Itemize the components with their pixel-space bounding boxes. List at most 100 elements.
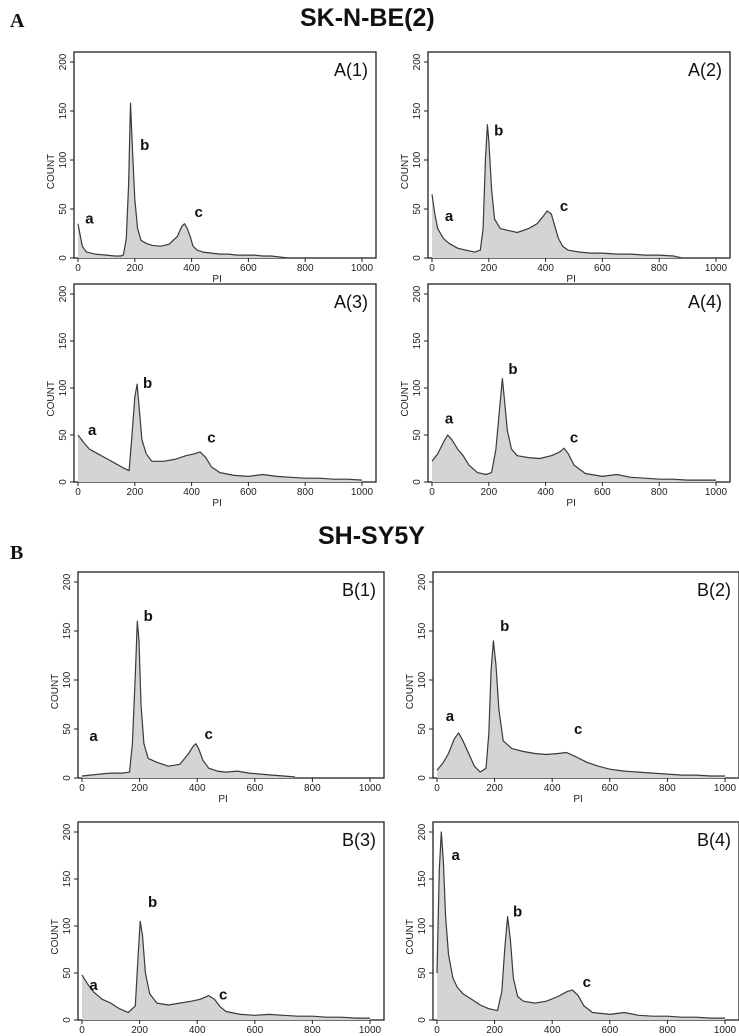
y-tick-label: 0 <box>62 775 73 781</box>
histogram-fill <box>82 621 296 778</box>
x-tick-label: 600 <box>240 487 257 498</box>
x-tick-label: 1000 <box>359 1025 382 1036</box>
y-tick-label: 150 <box>412 332 423 349</box>
panel-id-label: A(1) <box>334 60 368 80</box>
peak-label-b: b <box>148 894 157 911</box>
y-tick-label: 0 <box>417 1017 428 1023</box>
x-tick-label: 200 <box>131 1025 148 1036</box>
y-axis-label: COUNT <box>46 154 57 190</box>
x-tick-label: 0 <box>434 783 440 794</box>
x-tick-label: 800 <box>651 487 668 498</box>
peak-label-a: a <box>89 977 98 994</box>
panel-a4: 0 200 400 600 800 1000 0 50 100 150 200 PI COUNT A(4)… <box>400 283 731 509</box>
y-tick-label: 0 <box>412 255 423 261</box>
peak-label-c: c <box>207 430 215 447</box>
histogram-fill <box>437 640 725 778</box>
histogram-line <box>431 124 683 259</box>
x-tick-label: 0 <box>429 263 435 274</box>
peak-label-a: a <box>445 411 454 428</box>
x-tick-label: 400 <box>544 783 561 794</box>
plot-frame <box>73 51 377 259</box>
y-axis-label: COUNT <box>400 381 411 417</box>
x-tick-label: 1000 <box>705 487 728 498</box>
y-tick-label: 100 <box>62 917 73 934</box>
y-tick-label: 200 <box>62 573 73 590</box>
peak-label-c: c <box>219 986 227 1003</box>
x-tick-label: 200 <box>126 263 143 274</box>
panel-b1: 0 200 400 600 800 1000 0 50 100 150 200 PI COUNT B(1)… <box>50 571 385 805</box>
y-tick-label: 200 <box>62 823 73 840</box>
x-tick-label: 600 <box>594 263 611 274</box>
y-tick-label: 100 <box>417 917 428 934</box>
x-tick-label: 400 <box>189 783 206 794</box>
y-axis-label: COUNT <box>46 381 57 417</box>
panel-id-label: A(2) <box>688 60 722 80</box>
x-tick-label: 0 <box>75 263 81 274</box>
panel-id-label: B(3) <box>342 830 376 850</box>
y-tick-label: 50 <box>412 429 423 441</box>
panel-id-label: A(4) <box>688 292 722 312</box>
panel-a1: 0 200 400 600 800 1000 0 50 100 150 200 PI COUNT A(1)… <box>46 51 377 285</box>
panel-a3: 0 200 400 600 800 1000 0 50 100 150 200 PI COUNT A(3)… <box>46 283 377 509</box>
peak-label-a: a <box>446 708 455 725</box>
x-tick-label: 600 <box>601 1025 618 1036</box>
panel-b3: 02004006008001000050100150200PICOUNTB(3)… <box>50 821 385 1036</box>
peak-label-c: c <box>560 198 568 215</box>
peak-label-b: b <box>143 375 152 392</box>
x-tick-label: 200 <box>480 263 497 274</box>
x-tick-label: 200 <box>126 487 143 498</box>
y-tick-label: 150 <box>417 870 428 887</box>
x-tick-label: 0 <box>429 487 435 498</box>
x-tick-label: 600 <box>246 1025 263 1036</box>
panel-id-label: A(3) <box>334 292 368 312</box>
y-tick-label: 100 <box>58 151 69 168</box>
y-tick-label: 100 <box>412 379 423 396</box>
y-tick-label: 200 <box>417 823 428 840</box>
x-tick-label: 1000 <box>705 263 728 274</box>
x-tick-label: 600 <box>246 783 263 794</box>
x-tick-label: 800 <box>304 1025 321 1036</box>
y-tick-label: 0 <box>62 1017 73 1023</box>
y-tick-label: 200 <box>58 53 69 70</box>
x-axis-label: PI <box>566 498 575 509</box>
y-tick-label: 200 <box>58 285 69 302</box>
y-tick-label: 100 <box>58 379 69 396</box>
y-tick-label: 50 <box>417 967 428 979</box>
y-tick-label: 50 <box>62 723 73 735</box>
y-tick-label: 50 <box>417 723 428 735</box>
x-tick-label: 200 <box>486 783 503 794</box>
y-tick-label: 150 <box>62 870 73 887</box>
x-tick-label: 800 <box>651 263 668 274</box>
x-axis-label: PI <box>573 794 582 805</box>
y-tick-label: 0 <box>58 255 69 261</box>
histogram-fill <box>432 378 716 482</box>
y-tick-label: 150 <box>417 622 428 639</box>
peak-label-b: b <box>500 618 509 635</box>
panel-b2: 0 200 400 600 800 1000 0 50 100 150 200 PI COUNT B(2)… <box>405 571 739 805</box>
panel-group-a-letter: A <box>10 10 25 32</box>
x-tick-label: 200 <box>131 783 148 794</box>
y-tick-label: 0 <box>412 479 423 485</box>
x-tick-label: 1000 <box>714 1025 737 1036</box>
plot-frame <box>427 51 731 259</box>
y-tick-label: 150 <box>58 332 69 349</box>
y-axis-label: COUNT <box>50 674 61 710</box>
y-tick-label: 100 <box>417 671 428 688</box>
x-tick-label: 1000 <box>714 783 737 794</box>
histogram-line <box>81 620 296 778</box>
x-tick-label: 600 <box>601 783 618 794</box>
panel-a2: 0 200 400 600 800 1000 0 50 100 150 200 PI COUNT A(2)… <box>400 51 731 285</box>
histogram-fill <box>78 103 289 258</box>
x-tick-label: 400 <box>183 263 200 274</box>
y-tick-label: 100 <box>62 671 73 688</box>
peak-label-b: b <box>494 123 503 140</box>
peak-label-b: b <box>140 137 149 154</box>
histogram-line <box>77 102 289 259</box>
peak-label-c: c <box>574 721 582 738</box>
plot-frame <box>77 821 385 1021</box>
x-tick-label: 200 <box>486 1025 503 1036</box>
peak-label-c: c <box>570 430 578 447</box>
y-tick-label: 200 <box>417 573 428 590</box>
peak-label-c: c <box>205 726 213 743</box>
